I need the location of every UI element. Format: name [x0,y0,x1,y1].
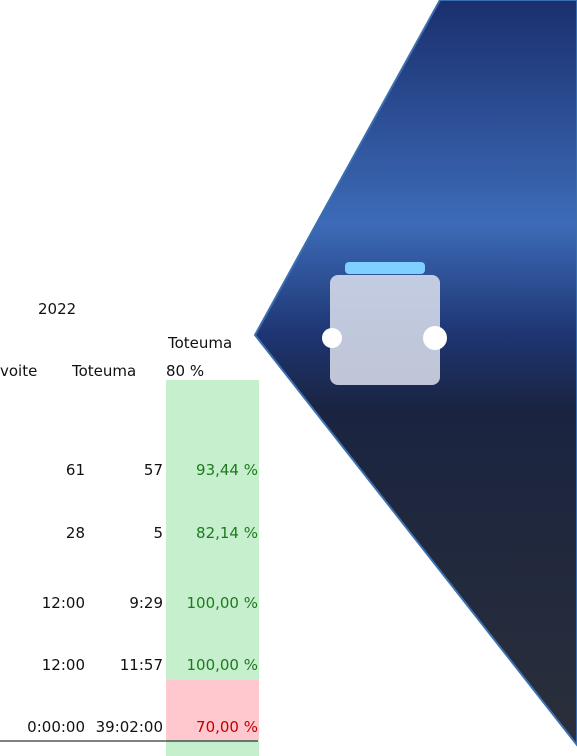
cell: 70,00 % [196,718,258,736]
cell: 5 [153,524,163,542]
cell: 28 [66,524,85,542]
headlight [423,326,447,350]
year: 2022 [38,300,76,318]
cell: 11:57 [120,656,163,674]
header: 80 % [166,362,204,380]
green-fill [166,740,259,756]
cell: 93,44 % [196,461,258,479]
cell: 82,14 % [196,524,258,542]
cell: 61 [66,461,85,479]
cell: 57 [144,461,163,479]
header: Toteuma [168,334,232,352]
ambulance [330,275,440,385]
slide: 2022 voite Toteuma Toteuma 80 % 61 57 93,4… [0,0,577,756]
cell: 12:00 [42,656,85,674]
cell: 12:00 [42,594,85,612]
lightbar [345,262,425,274]
headlight [322,328,342,348]
cell: 0:00:00 [27,718,85,736]
cell: 100,00 % [186,594,258,612]
header: Toteuma [72,362,136,380]
cell: 39:02:00 [96,718,163,736]
cell: 100,00 % [186,656,258,674]
header: voite [0,362,37,380]
cell: 9:29 [129,594,163,612]
